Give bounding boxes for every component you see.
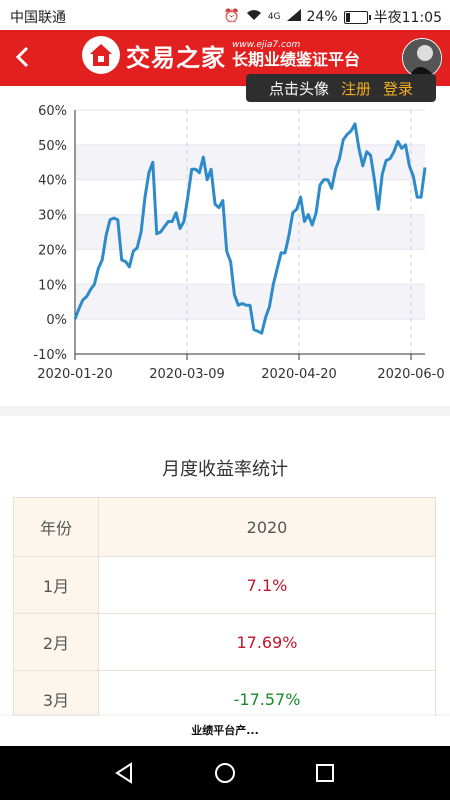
y-tick-label: 20% — [38, 243, 67, 258]
battery-percent: 24% — [306, 9, 338, 25]
nav-home-button[interactable] — [213, 761, 237, 785]
y-tick-label: 30% — [38, 209, 67, 224]
site-logo[interactable]: 交易之家 www.ejia7.com 长期业绩鉴证平台 — [82, 36, 360, 74]
table-row: 1月 7.1% — [13, 556, 436, 614]
wifi-icon — [246, 9, 262, 25]
return-cell: 7.1% — [98, 556, 436, 614]
table-row: 2月 17.69% — [13, 613, 436, 671]
battery-icon — [343, 10, 371, 24]
grid-band — [75, 319, 425, 354]
logo-url: www.ejia7.com — [232, 40, 301, 50]
grid-band — [75, 249, 425, 285]
y-tick-label: 40% — [38, 174, 67, 189]
bottom-banner[interactable]: 业绩平台产... — [0, 716, 450, 746]
year-value-header: 2020 — [98, 497, 436, 557]
signal-icon — [286, 9, 301, 25]
return-chart: 60% 50% 40% 30% 20% 10% 0% -10% 2020-01-20 2020-0… — [0, 96, 450, 396]
circle-home-icon — [215, 763, 235, 783]
month-cell: 2月 — [13, 613, 99, 671]
battery-fill — [345, 12, 351, 22]
square-recents-icon — [316, 764, 334, 782]
series-line — [73, 122, 427, 335]
carrier-label: 中国联通 — [10, 10, 66, 26]
network-label: 4G — [267, 12, 281, 22]
alarm-icon: ⏰ — [223, 9, 240, 24]
app-header: 交易之家 www.ejia7.com 长期业绩鉴证平台 — [0, 30, 450, 86]
avatar[interactable] — [402, 38, 442, 78]
grid-band — [75, 214, 425, 250]
y-tick-label: 10% — [38, 278, 67, 293]
month-cell: 1月 — [13, 556, 99, 614]
grid-band — [75, 110, 425, 145]
triangle-back-icon — [115, 762, 132, 784]
section-divider — [0, 406, 450, 416]
status-icons: ⏰ 4G 24% 半夜11:05 — [224, 7, 442, 27]
chevron-left-icon — [15, 46, 29, 68]
back-button[interactable] — [8, 42, 38, 72]
clock: 半夜11:05 — [373, 10, 442, 26]
x-tick-label: 2020-06-0 — [377, 367, 444, 382]
logo-slogan: 长期业绩鉴证平台 — [232, 50, 361, 69]
status-bar: 中国联通 ⏰ 4G 24% 半夜11:05 — [0, 0, 450, 30]
table-header-row: 年份 2020 — [13, 497, 436, 557]
nav-back-button[interactable] — [112, 761, 136, 785]
auth-popup: 点击头像 注册 登录 — [246, 74, 436, 102]
year-column-header: 年份 — [13, 497, 99, 557]
system-nav-bar — [0, 746, 450, 800]
y-tick-label: 60% — [38, 104, 67, 119]
monthly-returns-table: 年份 2020 1月 7.1% 2月 17.69% 3月 -17.57% — [13, 497, 436, 728]
logo-text-group: www.ejia7.com 长期业绩鉴证平台 — [232, 40, 360, 70]
y-tick-label: -10% — [33, 348, 67, 363]
return-cell: 17.69% — [98, 613, 436, 671]
logo-name: 交易之家 — [126, 42, 226, 72]
login-link[interactable]: 登录 — [383, 79, 414, 98]
monthly-title: 月度收益率统计 — [162, 459, 288, 480]
house-logo-icon — [82, 36, 120, 74]
avatar-hint: 点击头像 — [268, 79, 329, 98]
x-tick-label: 2020-01-20 — [37, 367, 113, 382]
x-tick-label: 2020-04-20 — [261, 367, 337, 382]
line-chart: 60% 50% 40% 30% 20% 10% 0% -10% 2020-01-20 2020-0… — [33, 104, 444, 382]
grid-band — [75, 179, 425, 215]
register-link[interactable]: 注册 — [340, 79, 371, 98]
x-tick-label: 2020-03-09 — [149, 367, 225, 382]
y-tick-label: 0% — [46, 313, 67, 328]
nav-recents-button[interactable] — [313, 761, 337, 785]
y-tick-label: 50% — [38, 139, 67, 154]
